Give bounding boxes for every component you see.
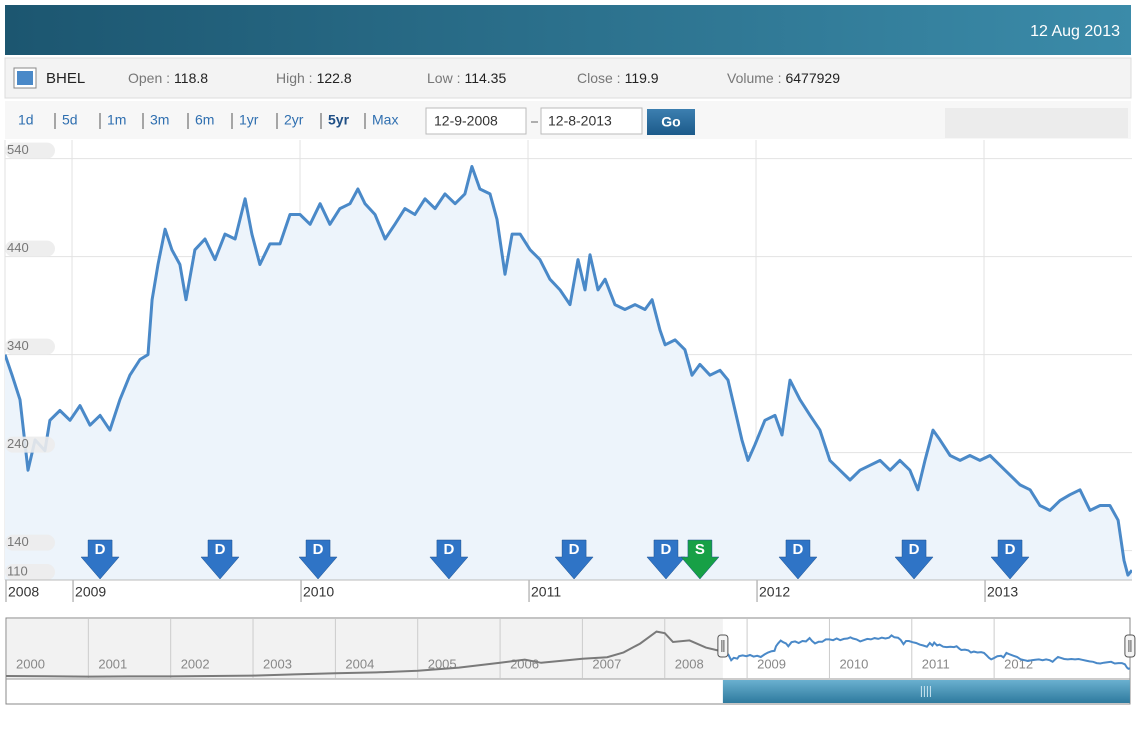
- quote-label: Volume :: [727, 70, 781, 86]
- event-marker[interactable]: [680, 539, 720, 580]
- navigator-tick-label: 2010: [839, 656, 868, 671]
- x-tick-label: 2012: [759, 584, 790, 600]
- quote-field: Volume :6477929: [727, 70, 840, 86]
- y-tick-pill: [5, 338, 55, 355]
- event-marker[interactable]: [429, 539, 469, 580]
- event-label: D: [215, 541, 226, 558]
- event-marker[interactable]: [778, 539, 818, 580]
- quote-label: Close :: [577, 70, 621, 86]
- x-tick-label: 2013: [987, 584, 1018, 600]
- event-label: D: [793, 541, 804, 558]
- event-label: D: [443, 541, 454, 558]
- event-label: D: [95, 541, 106, 558]
- blank-panel: [945, 108, 1128, 138]
- price-line: [5, 165, 1132, 577]
- range-link[interactable]: 2yr: [284, 112, 304, 128]
- navigator-series-line: [722, 634, 1131, 670]
- area-fill: [5, 166, 1132, 580]
- quote-label: Open :: [128, 70, 170, 86]
- y-tick-label: 340: [7, 338, 29, 353]
- y-tick-label: 110: [7, 563, 28, 578]
- navigator-tick-label: 2003: [263, 656, 292, 671]
- navigator-handle[interactable]: [1124, 634, 1136, 658]
- event-label: D: [909, 541, 920, 558]
- event-label: D: [1005, 541, 1016, 558]
- y-tick-pill: [5, 240, 55, 257]
- y-tick-label: 540: [7, 142, 29, 157]
- series-name: BHEL: [46, 70, 85, 87]
- event-label: S: [695, 541, 705, 558]
- quote-fields: Open :118.8 High :122.8 Low :114.35 Close :…: [128, 70, 840, 86]
- event-marker[interactable]: [894, 539, 934, 580]
- navigator-history-line: [5, 630, 724, 678]
- event-marker[interactable]: [80, 539, 120, 580]
- from-date: 12-9-2008: [434, 113, 498, 129]
- header-bar: [5, 5, 1131, 55]
- series-swatch: [17, 71, 33, 85]
- event-marker[interactable]: [200, 539, 240, 580]
- navigator-tick-label: 2001: [98, 656, 127, 671]
- navigator-tick-label: 2002: [181, 656, 210, 671]
- x-tick-label: 2009: [75, 584, 106, 600]
- event-marker[interactable]: [646, 539, 686, 580]
- to-date: 12-8-2013: [548, 113, 612, 129]
- y-tick-label: 140: [7, 534, 29, 549]
- quote-field: Open :118.8: [128, 70, 208, 86]
- quote-label: Low :: [427, 70, 460, 86]
- y-tick-label: 440: [7, 240, 29, 255]
- event-marker[interactable]: [990, 539, 1030, 580]
- header-date: 12 Aug 2013: [1030, 23, 1120, 40]
- quote-field: Low :114.35: [427, 70, 506, 86]
- range-link[interactable]: 1yr: [239, 112, 259, 128]
- x-tick-label: 2011: [531, 584, 561, 600]
- quote-value: 114.35: [464, 70, 506, 86]
- navigator: 2000 2001 2002 2003 2004 2005 2006 2007 2008 2009…: [5, 619, 1136, 703]
- from-input[interactable]: [425, 107, 527, 135]
- plot: 2008 2009 2010 2011 2012 2013 110 140 240 340 440 5…: [4, 140, 1132, 602]
- y-tick-pill: [5, 142, 55, 159]
- range-link[interactable]: 1d: [18, 112, 34, 128]
- range-link[interactable]: 3m: [150, 112, 169, 128]
- event-label: D: [569, 541, 580, 558]
- quote-value: 122.8: [317, 70, 352, 86]
- event-marker[interactable]: [554, 539, 594, 580]
- range-link[interactable]: Max: [372, 112, 398, 128]
- quote-value: 6477929: [785, 70, 840, 86]
- navigator-tick-label: 2004: [345, 656, 374, 671]
- y-tick-pill: [5, 564, 55, 580]
- navigator-handle[interactable]: [717, 634, 729, 658]
- scrollbar-thumb[interactable]: [722, 680, 1130, 703]
- navigator-tick-label: 2008: [675, 656, 704, 671]
- quote-value: 119.9: [625, 70, 659, 86]
- navigator-tick-label: 2011: [922, 656, 950, 671]
- range-links: 1d 5d 1m 3m 6m 1yr 2yr 5yr Max: [18, 112, 398, 129]
- x-tick-label: 2010: [303, 584, 334, 600]
- quote-label: High :: [276, 70, 313, 86]
- go-label: Go: [661, 114, 680, 130]
- event-marker[interactable]: [298, 539, 338, 580]
- event-label: D: [661, 541, 672, 558]
- range-link[interactable]: 5d: [62, 112, 78, 128]
- quote-row: [4, 57, 1132, 99]
- quote-field: High :122.8: [276, 70, 352, 86]
- quote-field: Close :119.9: [577, 70, 659, 86]
- y-tick-label: 240: [7, 436, 29, 451]
- navigator-tick-label: 2000: [16, 656, 45, 671]
- x-tick-label: 2008: [8, 584, 39, 600]
- y-tick-pill: [5, 534, 55, 551]
- navigator-tick-label: 2007: [592, 656, 621, 671]
- quote-value: 118.8: [174, 70, 208, 86]
- event-label: D: [313, 541, 324, 558]
- y-tick-pill: [5, 436, 55, 453]
- navigator-tick-label: 2009: [757, 656, 786, 671]
- go-button[interactable]: [647, 109, 695, 135]
- range-link[interactable]: 1m: [107, 112, 126, 128]
- range-link[interactable]: 6m: [195, 112, 214, 128]
- range-link[interactable]: 5yr: [328, 112, 350, 128]
- to-input[interactable]: [540, 107, 643, 135]
- navigator-unselected: [7, 619, 723, 679]
